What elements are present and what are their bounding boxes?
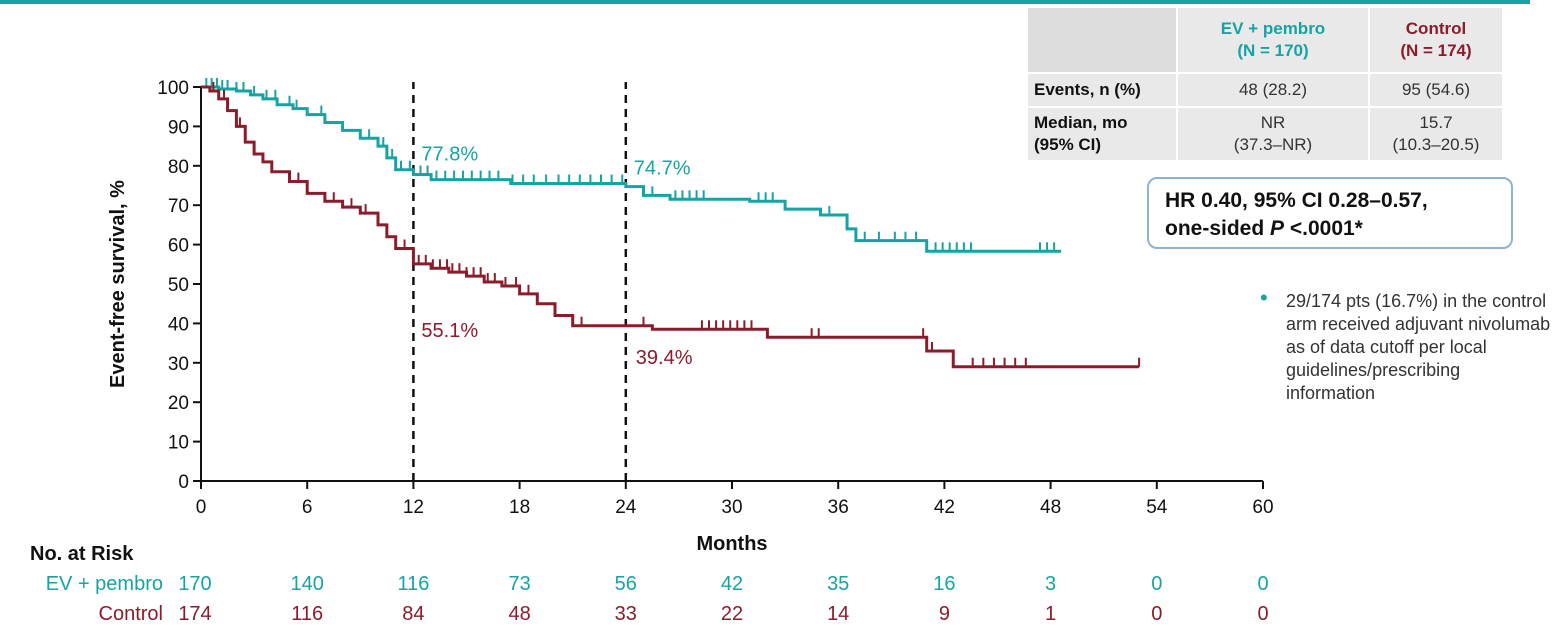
y-tick-label: 0 (178, 472, 189, 493)
p-value-symbol: P (1270, 217, 1285, 240)
risk-value: 84 (402, 603, 424, 625)
risk-value: 73 (508, 573, 530, 595)
cell-line: 15.7 (1419, 113, 1453, 132)
x-tick-label: 48 (1040, 497, 1061, 518)
summary-table: EV + pembro (N = 170) Control (N = 174) … (1026, 6, 1504, 162)
row-label-line: Median, mo (1034, 113, 1128, 132)
x-tick-label: 60 (1252, 497, 1273, 518)
series-line (201, 85, 1140, 369)
x-tick-label: 12 (403, 497, 424, 518)
risk-value: 22 (721, 603, 743, 625)
y-axis-title: Event-free survival, % (107, 180, 129, 388)
cell-line: NR (1260, 113, 1286, 132)
risk-value: 0 (1257, 573, 1268, 595)
header-rule (0, 0, 1530, 4)
y-tick-label: 70 (168, 196, 189, 217)
cell-events-control: 95 (54.6) (1370, 74, 1502, 106)
risk-value: 3 (1045, 573, 1056, 595)
p-value-text: <.0001* (1284, 217, 1363, 240)
x-tick-label: 54 (1146, 497, 1168, 518)
risk-row-label: EV + pembro (46, 573, 163, 595)
y-tick-label: 30 (168, 354, 189, 375)
risk-value: 0 (1151, 573, 1162, 595)
y-tick-label: 50 (168, 275, 189, 296)
data-label: 55.1% (421, 320, 478, 342)
row-label-events: Events, n (%) (1028, 74, 1176, 106)
bullet-icon: • (1260, 285, 1268, 310)
y-tick-label: 100 (157, 78, 189, 99)
cell-median-ev: NR (37.3–NR) (1178, 108, 1368, 160)
y-tick-label: 90 (168, 117, 189, 138)
risk-table-title: No. at Risk (30, 543, 134, 565)
y-tick-label: 40 (168, 314, 189, 335)
series-line (201, 85, 1062, 253)
column-header-n: (N = 170) (1237, 41, 1309, 60)
summary-header-row: EV + pembro (N = 170) Control (N = 174) (1028, 8, 1502, 72)
risk-value: 116 (291, 603, 323, 625)
column-header-name: EV + pembro (1220, 19, 1326, 38)
risk-value: 170 (178, 573, 211, 595)
y-tick-label: 60 (168, 236, 189, 257)
footnote-text: 29/174 pts (16.7%) in the control arm re… (1286, 291, 1551, 403)
data-label: 74.7% (634, 158, 691, 180)
x-tick-label: 24 (615, 497, 637, 518)
risk-value: 42 (721, 573, 743, 595)
risk-value: 48 (508, 603, 530, 625)
risk-value: 1 (1045, 603, 1056, 625)
risk-value: 174 (178, 603, 211, 625)
column-header-control: Control (N = 174) (1370, 8, 1502, 72)
cell-events-ev: 48 (28.2) (1178, 74, 1368, 106)
risk-value: 0 (1257, 603, 1268, 625)
cell-line: (10.3–20.5) (1392, 135, 1480, 154)
column-header-ev-pembro: EV + pembro (N = 170) (1178, 8, 1368, 72)
risk-value: 9 (939, 603, 950, 625)
x-tick-label: 0 (196, 497, 207, 518)
x-tick-label: 36 (828, 497, 849, 518)
cell-median-control: 15.7 (10.3–20.5) (1370, 108, 1502, 160)
row-label-median: Median, mo (95% CI) (1028, 108, 1176, 160)
y-tick-label: 80 (168, 157, 189, 178)
data-label: 39.4% (636, 347, 693, 369)
risk-value: 35 (827, 573, 849, 595)
x-tick-label: 18 (509, 497, 530, 518)
column-header-name: Control (1405, 19, 1467, 38)
hazard-ratio-prefix: one-sided (1165, 217, 1271, 240)
table-row-events: Events, n (%) 48 (28.2) 95 (54.6) (1028, 74, 1502, 106)
data-label: 77.8% (421, 143, 478, 165)
table-corner (1028, 8, 1176, 72)
cell-line: (37.3–NR) (1233, 135, 1313, 154)
y-tick-label: 20 (168, 393, 189, 414)
risk-row-label: Control (99, 603, 163, 625)
risk-value: 56 (615, 573, 637, 595)
x-tick-label: 30 (721, 497, 742, 518)
hazard-ratio-line1: HR 0.40, 95% CI 0.28–0.57, (1165, 189, 1428, 212)
hazard-ratio-box: HR 0.40, 95% CI 0.28–0.57, one-sided P <… (1147, 177, 1513, 249)
x-tick-label: 42 (934, 497, 955, 518)
risk-value: 140 (291, 573, 324, 595)
x-tick-label: 6 (302, 497, 313, 518)
risk-value: 0 (1151, 603, 1162, 625)
column-header-n: (N = 174) (1400, 41, 1472, 60)
risk-value: 33 (615, 603, 637, 625)
y-tick-label: 10 (168, 433, 189, 454)
kaplan-meier-plot: 0 6 12 18 24 30 36 42 48 54 6001020304050607080901… (30, 78, 1274, 625)
x-axis-title: Months (696, 533, 767, 555)
table-row-median: Median, mo (95% CI) NR (37.3–NR) 15.7 (1… (1028, 108, 1502, 160)
risk-value: 116 (397, 573, 429, 595)
risk-value: 16 (933, 573, 955, 595)
risk-value: 14 (827, 603, 849, 625)
hazard-ratio-line2: one-sided P <.0001* (1165, 215, 1511, 243)
row-label-line: (95% CI) (1034, 135, 1102, 154)
